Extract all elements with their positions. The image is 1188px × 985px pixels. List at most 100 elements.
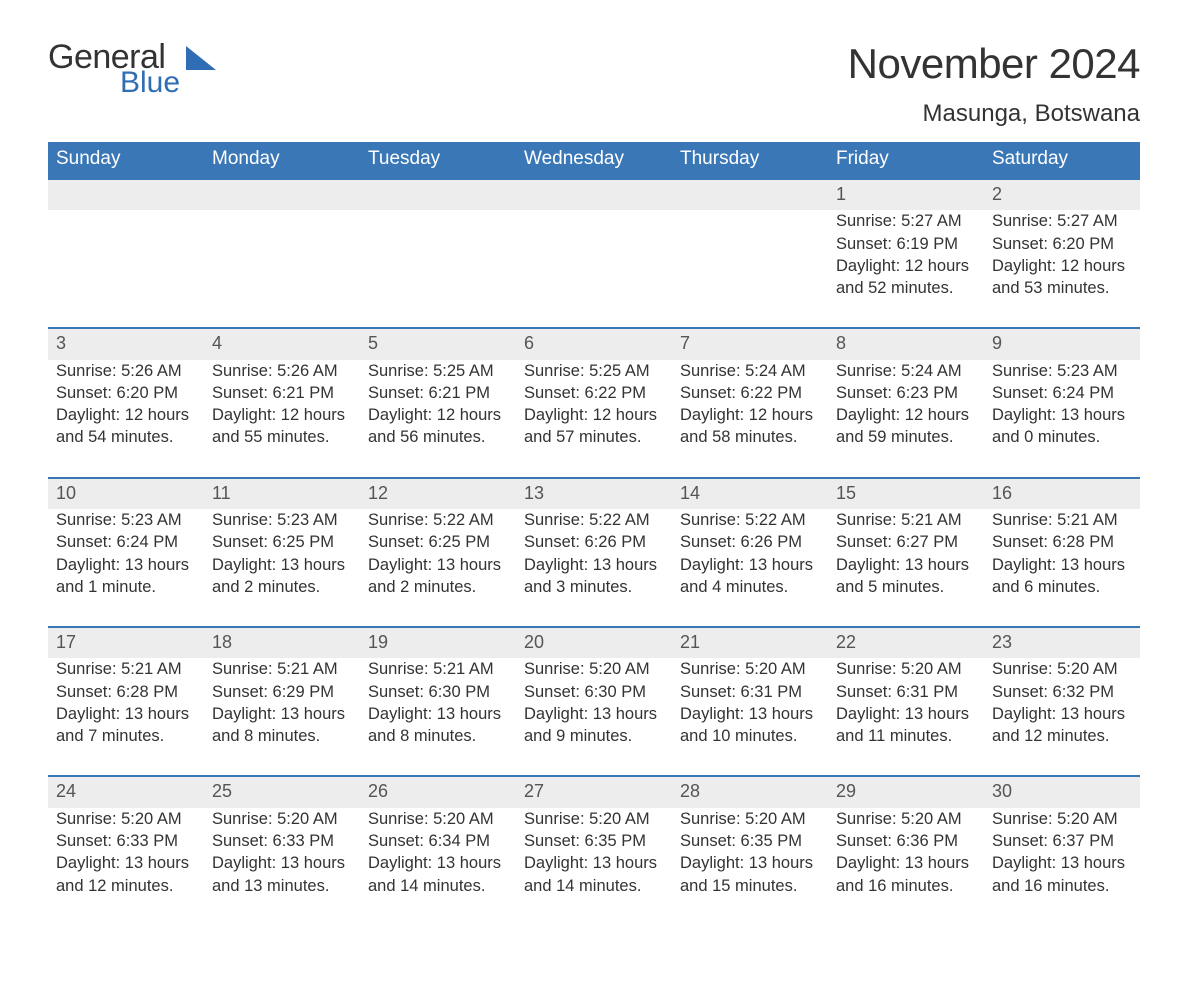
daylight-line: Daylight: 13 hours and 12 minutes. [56, 852, 196, 897]
day-number: 19 [360, 627, 516, 658]
day-info-blank [516, 210, 672, 328]
day-number: 1 [828, 179, 984, 210]
daylight-line: Daylight: 13 hours and 6 minutes. [992, 554, 1132, 599]
location-title: Masunga, Botswana [848, 100, 1140, 128]
sunset-line: Sunset: 6:24 PM [56, 531, 196, 553]
day-info: Sunrise: 5:22 AMSunset: 6:26 PMDaylight:… [516, 509, 672, 627]
day-info: Sunrise: 5:20 AMSunset: 6:35 PMDaylight:… [516, 808, 672, 925]
day-header: Wednesday [516, 142, 672, 179]
day-number: 17 [48, 627, 204, 658]
sunrise-line: Sunrise: 5:21 AM [56, 658, 196, 680]
daylight-line: Daylight: 13 hours and 10 minutes. [680, 703, 820, 748]
sunrise-line: Sunrise: 5:21 AM [992, 509, 1132, 531]
day-number: 22 [828, 627, 984, 658]
day-info: Sunrise: 5:27 AMSunset: 6:19 PMDaylight:… [828, 210, 984, 328]
day-info: Sunrise: 5:20 AMSunset: 6:35 PMDaylight:… [672, 808, 828, 925]
sunset-line: Sunset: 6:26 PM [524, 531, 664, 553]
sunrise-line: Sunrise: 5:20 AM [836, 658, 976, 680]
day-info: Sunrise: 5:25 AMSunset: 6:21 PMDaylight:… [360, 360, 516, 478]
sunset-line: Sunset: 6:31 PM [836, 681, 976, 703]
day-number-blank [360, 179, 516, 210]
day-info-blank [672, 210, 828, 328]
daylight-line: Daylight: 13 hours and 8 minutes. [212, 703, 352, 748]
daylight-line: Daylight: 13 hours and 12 minutes. [992, 703, 1132, 748]
brand-logo: General Blue [48, 40, 216, 98]
sunset-line: Sunset: 6:26 PM [680, 531, 820, 553]
sunrise-line: Sunrise: 5:22 AM [680, 509, 820, 531]
sunrise-line: Sunrise: 5:27 AM [836, 210, 976, 232]
daylight-line: Daylight: 13 hours and 2 minutes. [212, 554, 352, 599]
day-info: Sunrise: 5:21 AMSunset: 6:28 PMDaylight:… [48, 658, 204, 776]
daylight-line: Daylight: 13 hours and 7 minutes. [56, 703, 196, 748]
sunset-line: Sunset: 6:28 PM [56, 681, 196, 703]
sunset-line: Sunset: 6:25 PM [368, 531, 508, 553]
day-info: Sunrise: 5:23 AMSunset: 6:24 PMDaylight:… [48, 509, 204, 627]
day-info: Sunrise: 5:20 AMSunset: 6:37 PMDaylight:… [984, 808, 1140, 925]
month-title: November 2024 [848, 40, 1140, 88]
week-daynum-row: 10111213141516 [48, 478, 1140, 509]
day-number: 13 [516, 478, 672, 509]
day-info: Sunrise: 5:20 AMSunset: 6:31 PMDaylight:… [672, 658, 828, 776]
day-number: 29 [828, 776, 984, 807]
day-number: 24 [48, 776, 204, 807]
sunset-line: Sunset: 6:20 PM [992, 233, 1132, 255]
brand-triangle-icon [186, 46, 216, 70]
daylight-line: Daylight: 12 hours and 58 minutes. [680, 404, 820, 449]
sunset-line: Sunset: 6:25 PM [212, 531, 352, 553]
sunset-line: Sunset: 6:31 PM [680, 681, 820, 703]
sunset-line: Sunset: 6:32 PM [992, 681, 1132, 703]
day-info-blank [204, 210, 360, 328]
day-info: Sunrise: 5:20 AMSunset: 6:31 PMDaylight:… [828, 658, 984, 776]
day-number: 14 [672, 478, 828, 509]
daylight-line: Daylight: 13 hours and 13 minutes. [212, 852, 352, 897]
sunset-line: Sunset: 6:19 PM [836, 233, 976, 255]
daylight-line: Daylight: 13 hours and 4 minutes. [680, 554, 820, 599]
title-block: November 2024 Masunga, Botswana [848, 40, 1140, 138]
day-info: Sunrise: 5:20 AMSunset: 6:32 PMDaylight:… [984, 658, 1140, 776]
day-info: Sunrise: 5:26 AMSunset: 6:20 PMDaylight:… [48, 360, 204, 478]
sunrise-line: Sunrise: 5:20 AM [992, 808, 1132, 830]
day-number-blank [204, 179, 360, 210]
sunset-line: Sunset: 6:21 PM [368, 382, 508, 404]
sunset-line: Sunset: 6:35 PM [680, 830, 820, 852]
daylight-line: Daylight: 13 hours and 9 minutes. [524, 703, 664, 748]
daylight-line: Daylight: 13 hours and 5 minutes. [836, 554, 976, 599]
calendar-table: Sunday Monday Tuesday Wednesday Thursday… [48, 142, 1140, 925]
sunrise-line: Sunrise: 5:21 AM [368, 658, 508, 680]
day-header-row: Sunday Monday Tuesday Wednesday Thursday… [48, 142, 1140, 179]
day-info: Sunrise: 5:20 AMSunset: 6:30 PMDaylight:… [516, 658, 672, 776]
week-info-row: Sunrise: 5:20 AMSunset: 6:33 PMDaylight:… [48, 808, 1140, 925]
day-info: Sunrise: 5:26 AMSunset: 6:21 PMDaylight:… [204, 360, 360, 478]
sunrise-line: Sunrise: 5:24 AM [680, 360, 820, 382]
day-info: Sunrise: 5:23 AMSunset: 6:25 PMDaylight:… [204, 509, 360, 627]
daylight-line: Daylight: 13 hours and 11 minutes. [836, 703, 976, 748]
day-number: 20 [516, 627, 672, 658]
sunrise-line: Sunrise: 5:20 AM [524, 658, 664, 680]
sunrise-line: Sunrise: 5:20 AM [368, 808, 508, 830]
day-info: Sunrise: 5:22 AMSunset: 6:26 PMDaylight:… [672, 509, 828, 627]
sunrise-line: Sunrise: 5:23 AM [212, 509, 352, 531]
page-header: General Blue November 2024 Masunga, Bots… [48, 40, 1140, 138]
sunset-line: Sunset: 6:35 PM [524, 830, 664, 852]
week-daynum-row: 24252627282930 [48, 776, 1140, 807]
sunset-line: Sunset: 6:21 PM [212, 382, 352, 404]
daylight-line: Daylight: 13 hours and 16 minutes. [836, 852, 976, 897]
week-daynum-row: 17181920212223 [48, 627, 1140, 658]
day-number: 26 [360, 776, 516, 807]
day-info: Sunrise: 5:22 AMSunset: 6:25 PMDaylight:… [360, 509, 516, 627]
sunrise-line: Sunrise: 5:20 AM [680, 658, 820, 680]
day-header: Friday [828, 142, 984, 179]
sunrise-line: Sunrise: 5:27 AM [992, 210, 1132, 232]
sunset-line: Sunset: 6:36 PM [836, 830, 976, 852]
week-daynum-row: 12 [48, 179, 1140, 210]
week-daynum-row: 3456789 [48, 328, 1140, 359]
day-number: 12 [360, 478, 516, 509]
sunset-line: Sunset: 6:28 PM [992, 531, 1132, 553]
day-info: Sunrise: 5:20 AMSunset: 6:33 PMDaylight:… [204, 808, 360, 925]
day-info: Sunrise: 5:20 AMSunset: 6:36 PMDaylight:… [828, 808, 984, 925]
day-info: Sunrise: 5:20 AMSunset: 6:34 PMDaylight:… [360, 808, 516, 925]
sunrise-line: Sunrise: 5:20 AM [212, 808, 352, 830]
sunset-line: Sunset: 6:30 PM [368, 681, 508, 703]
sunrise-line: Sunrise: 5:22 AM [368, 509, 508, 531]
day-number: 28 [672, 776, 828, 807]
